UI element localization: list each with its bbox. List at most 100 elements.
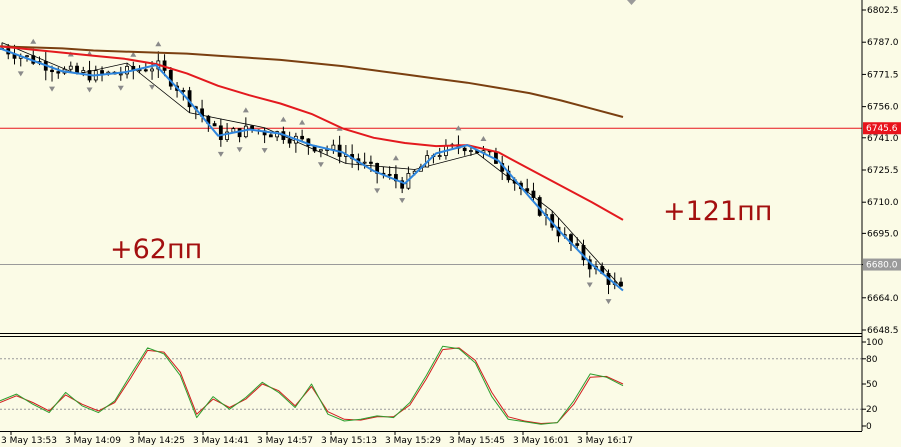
- fractal-up-icon: [299, 119, 306, 125]
- fractal-down-icon: [236, 147, 243, 153]
- fractal-down-icon: [374, 188, 381, 194]
- time-tick-label: 3 May 15:29: [385, 436, 441, 446]
- price-line-labels: 6745.6 6680.0: [863, 122, 901, 271]
- oscillator-tick-label: 20: [866, 405, 878, 415]
- fractal-down-icon: [117, 85, 124, 91]
- fractal-up-icon: [30, 38, 37, 44]
- time-tick-label: 3 May 14:57: [257, 436, 313, 446]
- candle-body: [525, 188, 530, 192]
- candle-body: [318, 149, 323, 152]
- candle-body: [243, 125, 248, 138]
- candle-body: [150, 68, 154, 72]
- candle-body: [168, 69, 173, 87]
- candle-body: [300, 135, 305, 140]
- candle-body: [469, 150, 473, 152]
- oscillator-main-line: [0, 345, 624, 425]
- moving-averages: [0, 45, 624, 292]
- fractal-down-icon: [605, 299, 612, 305]
- price-tick-label: 6771.5: [867, 70, 899, 80]
- time-axis: 3 May 13:53 3 May 14:09 3 May 14:25 3 May 1…: [1, 431, 633, 446]
- fractal-down-icon: [49, 86, 56, 92]
- candle-body: [81, 70, 86, 73]
- oscillator-tick-label: 80: [866, 355, 878, 365]
- fractal-up-icon: [242, 107, 249, 113]
- fractal-down-icon: [586, 282, 593, 288]
- oscillator-tick-label: 0: [866, 422, 872, 432]
- candle-body: [25, 55, 29, 58]
- candle-body: [118, 73, 123, 76]
- candle-body: [143, 69, 148, 72]
- fractal-down-icon: [217, 151, 224, 157]
- moving-average-2: [0, 45, 624, 221]
- fractal-up-icon: [455, 125, 462, 131]
- time-tick-label: 3 May 16:01: [513, 436, 569, 446]
- time-tick-label: 3 May 16:17: [577, 436, 633, 446]
- candle-body: [68, 65, 73, 70]
- time-tick-label: 3 May 15:13: [321, 436, 377, 446]
- price-level-label: 6745.6: [866, 124, 898, 134]
- price-tick-label: 6725.5: [867, 166, 899, 176]
- candle-body: [362, 161, 367, 164]
- candle-body: [619, 281, 623, 287]
- time-tick-label: 3 May 14:41: [193, 436, 249, 446]
- oscillator-tick-label: 100: [866, 338, 883, 348]
- shift-marker-icon: [627, 0, 636, 5]
- candle-body: [181, 90, 186, 92]
- fractal-up-icon: [336, 125, 343, 131]
- time-tick-label: 3 May 14:25: [129, 436, 185, 446]
- price-level-label: 6680.0: [866, 261, 898, 271]
- oscillator-plot-area: [0, 337, 862, 431]
- fractal-down-icon: [17, 71, 24, 77]
- price-level-label-box: [863, 122, 901, 135]
- price-tick-label: 6648.5: [867, 326, 899, 336]
- fractal-down-icon: [399, 198, 406, 204]
- candle-body: [387, 173, 392, 176]
- price-tick-label: 6756.0: [867, 103, 899, 113]
- fractal-down-icon: [149, 84, 156, 90]
- candle-body: [331, 144, 336, 150]
- candle-body: [531, 190, 536, 198]
- candle-body: [100, 70, 104, 74]
- candle-body: [268, 134, 273, 138]
- candle-body: [494, 151, 498, 164]
- horizontal-lines: [0, 127, 862, 266]
- candle-body: [575, 243, 580, 246]
- oscillator-axis-ticks: 100 80 50 20 0: [862, 338, 883, 432]
- candle-body: [400, 180, 405, 189]
- price-tick-label: 6741.0: [867, 134, 899, 144]
- price-tick-label: 6664.0: [867, 294, 899, 304]
- time-tick-label: 3 May 15:45: [449, 436, 505, 446]
- candle-body: [306, 138, 311, 147]
- fractal-up-icon: [280, 116, 287, 122]
- candle-body: [75, 65, 79, 73]
- candle-body: [287, 139, 292, 144]
- time-tick-label: 3 May 13:53: [1, 436, 57, 446]
- candle-body: [437, 155, 442, 157]
- oscillator-tick-label: 50: [866, 380, 878, 390]
- price-tick-label: 6695.0: [867, 229, 899, 239]
- candle-body: [56, 71, 61, 74]
- main-plot-area: [0, 0, 862, 333]
- price-tick-label: 6787.0: [867, 38, 899, 48]
- candle-body: [212, 123, 217, 127]
- fractal-up-icon: [480, 135, 487, 141]
- fractal-down-icon: [86, 87, 93, 93]
- annotation-right: +121пп: [663, 196, 772, 227]
- fractal-up-icon: [155, 41, 162, 47]
- candle-body: [50, 69, 54, 73]
- moving-average-3: [0, 47, 624, 292]
- price-axis-ticks: 6802.5 6787.0 6771.5 6756.0 6741.0 6725.5 6710…: [862, 6, 899, 336]
- price-tick-label: 6710.0: [867, 198, 899, 208]
- price-level-label-box: [863, 258, 901, 271]
- candle-body: [462, 147, 467, 152]
- oscillator: [0, 345, 862, 425]
- candle-body: [218, 125, 223, 140]
- time-tick-label: 3 May 14:09: [65, 436, 121, 446]
- fractal-down-icon: [261, 148, 268, 154]
- candle-body: [368, 161, 373, 164]
- candle-body: [125, 65, 129, 75]
- fractal-up-icon: [130, 51, 137, 57]
- candle-body: [225, 131, 229, 140]
- moving-average-1: [0, 45, 624, 118]
